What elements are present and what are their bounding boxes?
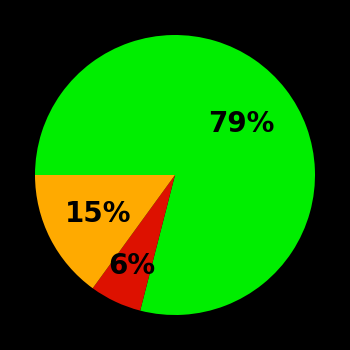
Wedge shape xyxy=(35,35,315,315)
Text: 15%: 15% xyxy=(64,201,131,229)
Text: 79%: 79% xyxy=(208,110,274,138)
Wedge shape xyxy=(35,175,175,288)
Wedge shape xyxy=(93,175,175,310)
Text: 6%: 6% xyxy=(108,252,156,280)
